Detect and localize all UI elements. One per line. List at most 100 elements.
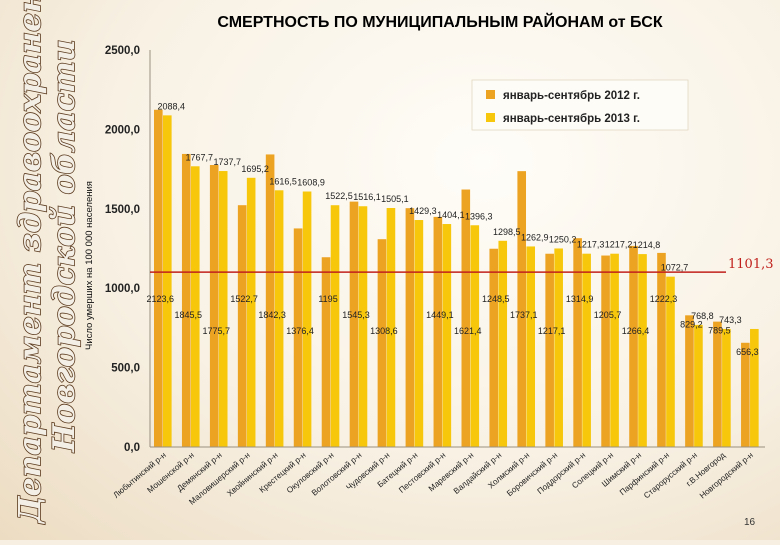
y-tick-label: 500,0	[111, 363, 140, 375]
value-label-2013: 1262,9	[521, 232, 549, 242]
bar-2012	[517, 171, 527, 448]
bar-2012	[461, 189, 471, 448]
legend: январь-сентябрь 2012 г. январь-сентябрь …	[471, 79, 689, 131]
bar-2012	[237, 205, 247, 447]
bar-2013	[610, 253, 619, 447]
category-label: Волотовский р-н	[310, 451, 364, 498]
bar-2012	[377, 239, 387, 447]
bar-2013	[498, 240, 508, 447]
value-label-2013: 1404,1	[437, 210, 465, 220]
bar-2013	[554, 248, 563, 447]
reference-line-label: 1101,3	[728, 257, 774, 272]
bar-2013	[722, 328, 731, 447]
bar-2013	[330, 205, 340, 447]
value-label-2013: 1616,5	[269, 176, 297, 186]
page-number: 16	[744, 517, 756, 528]
bar-2012	[154, 109, 163, 447]
value-label-2012: 1308,6	[370, 326, 398, 336]
category-label: Валдайский р-н	[452, 451, 503, 496]
reference-line-group: 1101,3	[150, 257, 774, 273]
bar-2012	[657, 252, 666, 447]
value-label-2013: 1298,5	[493, 227, 521, 237]
axes	[149, 50, 765, 448]
value-label-2012: 1845,5	[174, 310, 202, 320]
y-tick-label: 2500,0	[105, 45, 140, 57]
y-tick-label: 2000,0	[105, 124, 140, 136]
bar-2013	[638, 254, 647, 447]
value-label-2013: 1396,3	[465, 211, 493, 221]
legend-swatch-2013	[486, 113, 495, 122]
value-label-2013: 1695,2	[241, 164, 269, 174]
bar-2013	[414, 220, 424, 447]
value-label-2013: 1217,2	[605, 240, 633, 250]
bar-2012	[265, 154, 275, 448]
y-axis-label: Число умерших на 100 000 населения	[84, 181, 95, 350]
category-label: Поддорский р-н	[536, 451, 588, 496]
value-label-2013: 1767,7	[185, 152, 213, 162]
bar-2012	[181, 153, 191, 447]
value-label-2013: 768,8	[691, 311, 714, 321]
bar-2013	[750, 328, 759, 447]
bar-2013	[163, 115, 172, 447]
bar-2013	[302, 191, 312, 447]
bar-2012	[629, 245, 638, 447]
bar-2013	[442, 224, 452, 447]
bars	[154, 109, 759, 448]
value-label-2012: 829,2	[680, 319, 703, 329]
value-label-2012: 1205,7	[594, 310, 622, 320]
bar-2013	[358, 206, 368, 447]
legend-label-2013: январь-сентябрь 2013 г.	[503, 113, 640, 125]
value-label-2012: 1545,3	[342, 310, 370, 320]
value-label-2012: 2123,6	[147, 294, 175, 304]
bar-2013	[470, 225, 480, 447]
value-label-2012: 1737,1	[510, 310, 538, 320]
bar-2013	[274, 190, 284, 447]
legend-box	[471, 79, 689, 131]
value-label-2013: 1429,3	[409, 206, 437, 216]
value-label-2012: 1217,1	[538, 326, 566, 336]
bar-2012	[685, 315, 694, 447]
bar-2013	[666, 276, 675, 447]
value-label-2013: 1250,2	[549, 234, 577, 244]
bar-2012	[741, 342, 750, 447]
bar-2013	[246, 177, 256, 447]
bar-2013	[190, 166, 200, 447]
value-label-2012: 1376,4	[286, 326, 314, 336]
bar-2012	[601, 255, 610, 447]
bar-2012	[489, 248, 499, 447]
value-labels: 2123,6 2088,4 1845,5 1767,7 1775,7 1737,7 1522…	[147, 101, 759, 356]
chart-title: СМЕРТНОСТЬ ПО МУНИЦИПАЛЬНЫМ РАЙОНАМ от Б…	[217, 14, 663, 31]
bar-2012	[573, 238, 582, 447]
value-label-2012: 656,3	[736, 347, 759, 357]
value-label-2012: 1449,1	[426, 310, 454, 320]
organization-line1: Департамент здравоохранения	[13, 0, 48, 525]
y-tick-label: 0,0	[124, 442, 140, 454]
category-label: Новгородский р-н	[698, 451, 755, 501]
legend-swatch-2012	[486, 90, 495, 99]
value-label-2013: 1608,9	[297, 178, 325, 188]
value-label-2013: 1217,3	[577, 240, 605, 250]
value-label-2012: 1195	[318, 294, 337, 304]
bar-2012	[321, 257, 331, 447]
bar-2012	[209, 165, 219, 447]
y-tick-label: 1000,0	[105, 283, 140, 295]
value-label-2013: 1072,7	[661, 263, 689, 273]
value-label-2013: 1522,5	[325, 191, 353, 201]
value-label-2013: 743,3	[719, 315, 742, 325]
bar-2012	[433, 216, 443, 447]
value-label-2013: 1516,1	[353, 192, 381, 202]
value-label-2012: 1222,3	[650, 294, 678, 304]
value-label-2012: 1314,9	[566, 294, 594, 304]
value-label-2013: 1505,1	[381, 194, 409, 204]
bar-2013	[386, 207, 396, 447]
bar-2012	[713, 321, 722, 447]
bar-2013	[218, 171, 228, 448]
value-label-2012: 1266,4	[622, 326, 650, 336]
category-label: Хвойнинский р-н	[225, 451, 279, 499]
bar-2012	[405, 208, 415, 447]
value-label-2012: 1621,4	[454, 326, 482, 336]
value-label-2013: 2088,4	[158, 101, 186, 111]
